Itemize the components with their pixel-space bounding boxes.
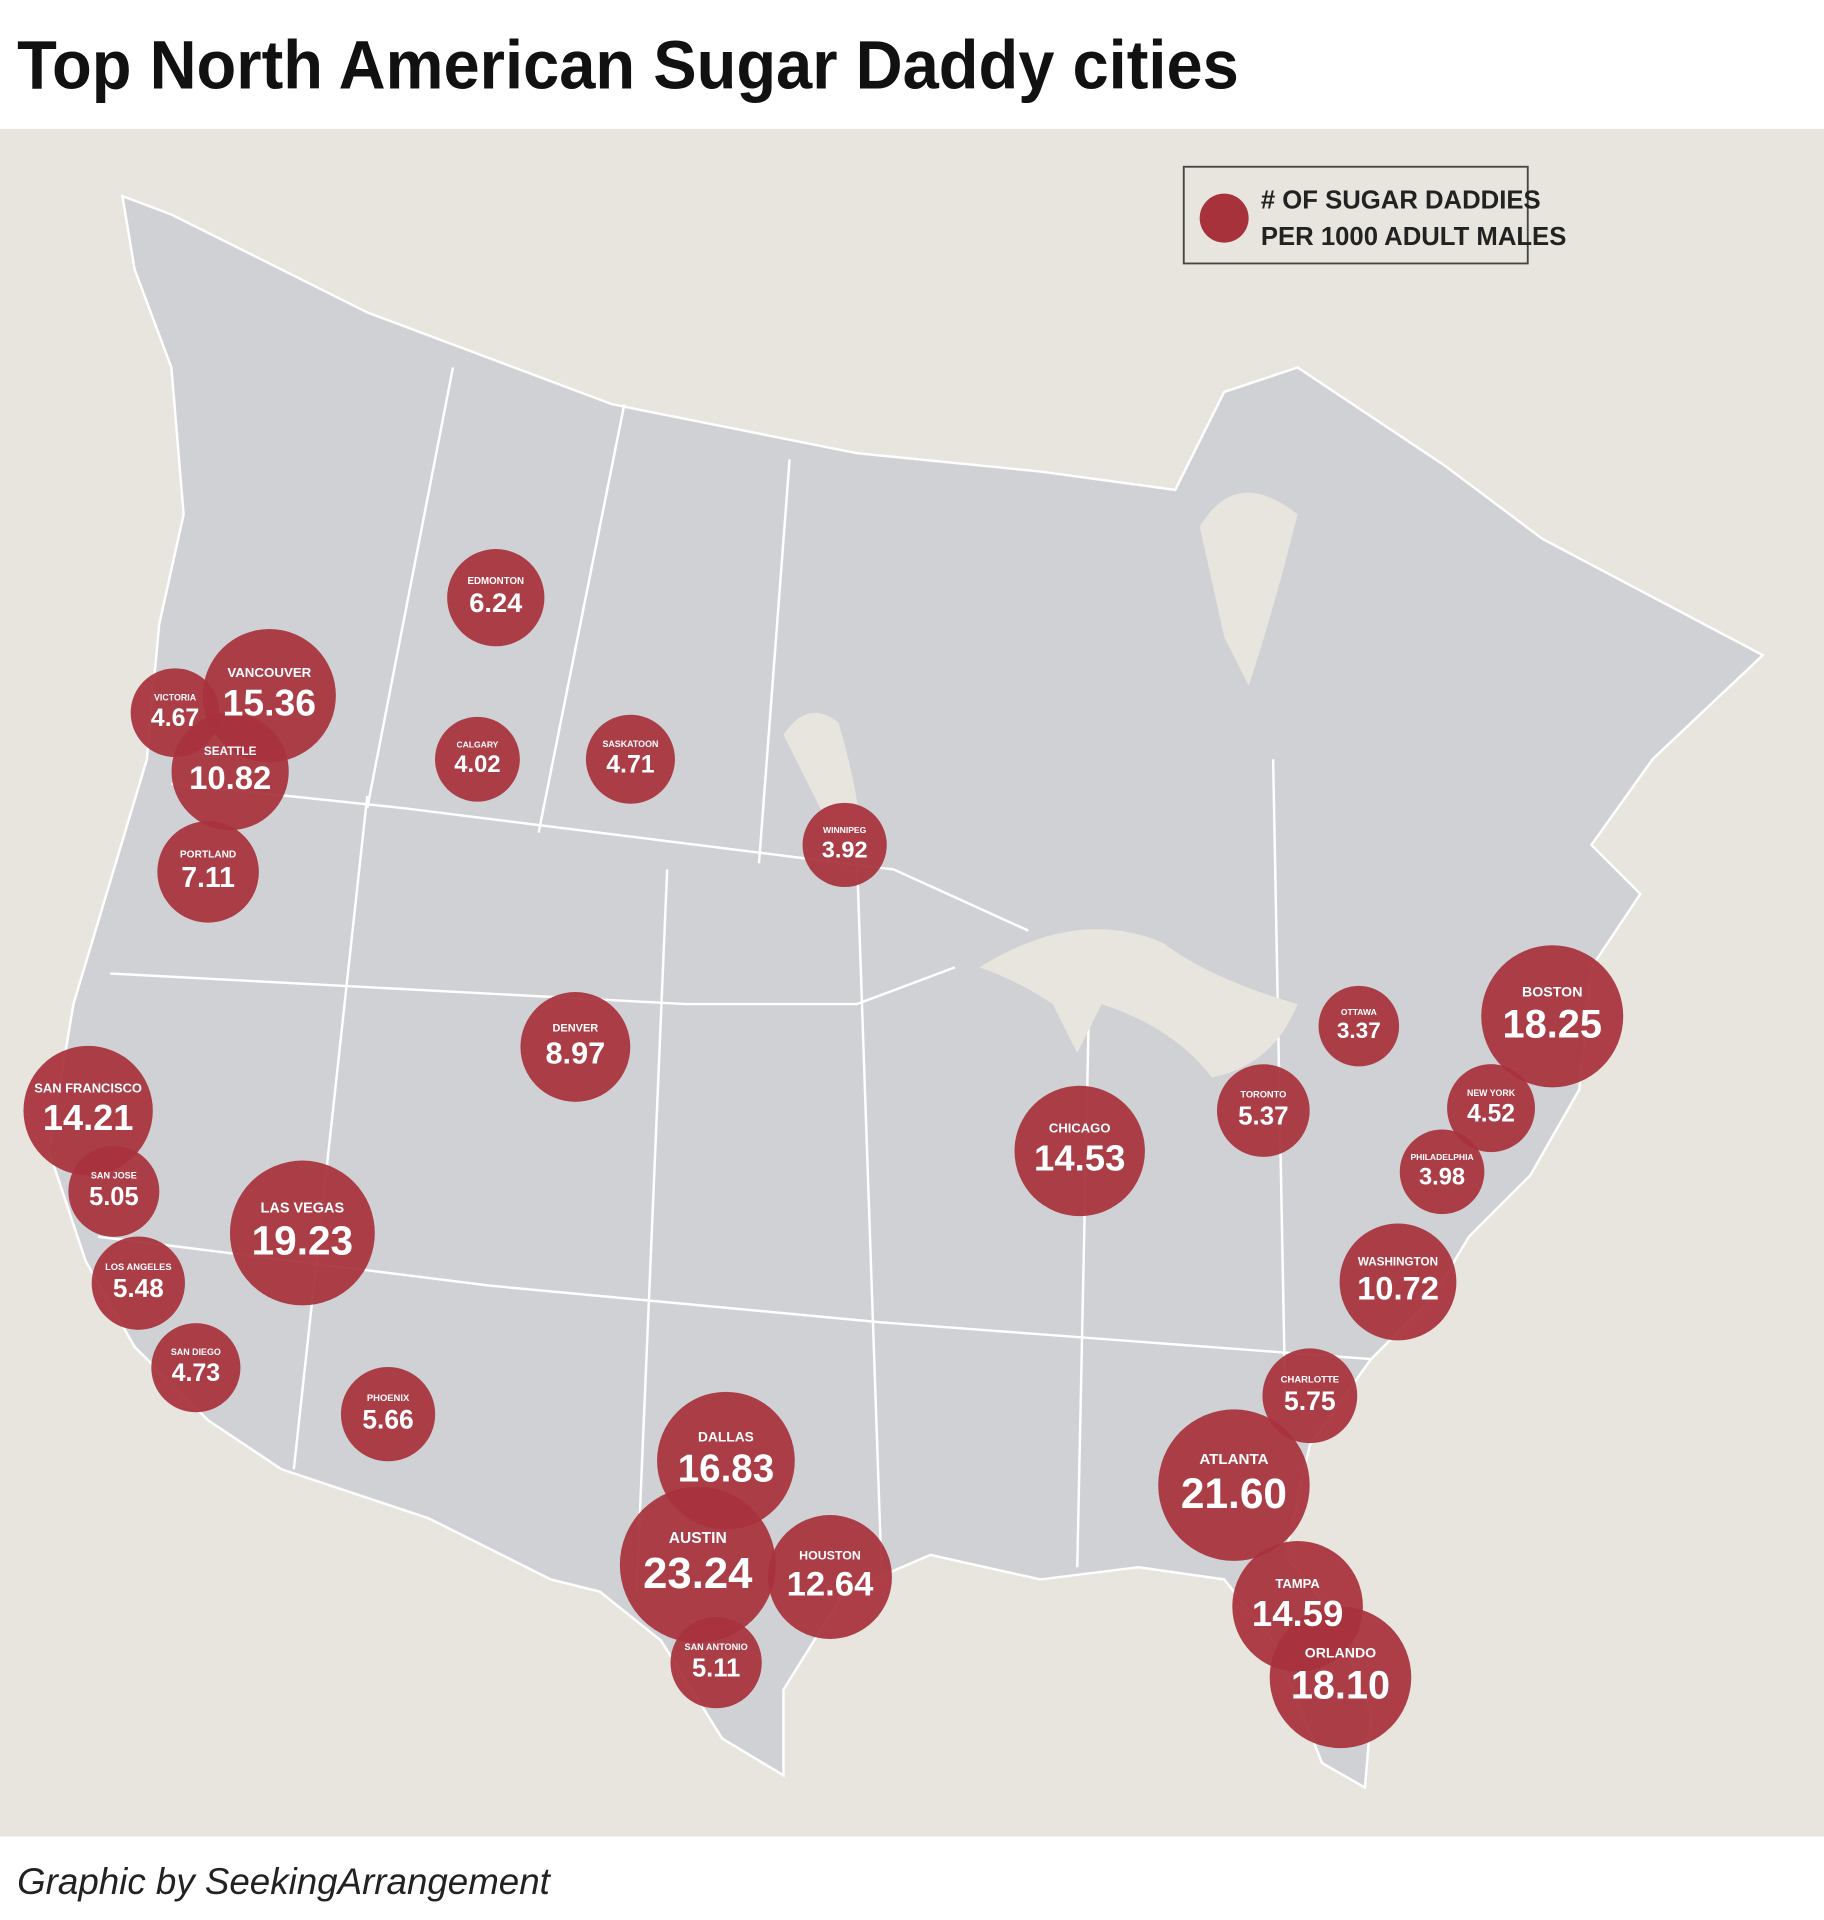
city-name: SAN FRANCISCO: [34, 1080, 142, 1095]
city-name: CHICAGO: [1049, 1121, 1111, 1136]
city-bubble: [151, 1323, 241, 1413]
city-bubble: [1399, 1129, 1485, 1215]
city-bubble: [1447, 1064, 1535, 1153]
city-value: 10.72: [1357, 1269, 1439, 1306]
city-value: 21.60: [1181, 1470, 1287, 1517]
city-value: 23.24: [643, 1550, 753, 1598]
city-value: 5.05: [89, 1183, 139, 1211]
city-value: 4.73: [172, 1359, 221, 1387]
city-name: DENVER: [552, 1023, 598, 1035]
city-bubble: [619, 1486, 776, 1643]
city-name: WASHINGTON: [1358, 1256, 1438, 1269]
city-bubble: [435, 716, 520, 802]
city-bubble: [1481, 945, 1624, 1088]
city-value: 14.59: [1252, 1593, 1343, 1634]
legend-text: PER 1000 ADULT MALES: [1261, 223, 1566, 251]
city-value: 8.97: [545, 1035, 605, 1070]
city-value: 14.21: [43, 1097, 134, 1138]
city-value: 3.98: [1419, 1164, 1465, 1190]
city-bubble: [1216, 1064, 1310, 1157]
city-value: 18.25: [1502, 1003, 1601, 1047]
city-name: BOSTON: [1522, 984, 1582, 1000]
city-name: ORLANDO: [1305, 1645, 1376, 1661]
city-value: 16.83: [678, 1447, 774, 1490]
city-bubble: [447, 549, 545, 647]
city-bubble: [91, 1236, 185, 1330]
city-name: SAN ANTONIO: [685, 1642, 748, 1652]
city-bubble: [670, 1617, 762, 1709]
city-name: ATLANTA: [1199, 1451, 1268, 1468]
city-name: DALLAS: [698, 1429, 754, 1444]
legend-swatch: [1199, 193, 1249, 243]
city-value: 14.53: [1034, 1138, 1125, 1179]
city-name: LAS VEGAS: [261, 1201, 345, 1217]
city-value: 6.24: [469, 587, 522, 618]
city-name: SAN DIEGO: [171, 1347, 221, 1357]
city-name: NEW YORK: [1467, 1088, 1516, 1098]
city-value: 10.82: [189, 759, 271, 796]
city-bubble: [1014, 1085, 1145, 1217]
city-bubble: [23, 1045, 153, 1176]
city-bubble: [1318, 985, 1400, 1067]
source-note: Graphic by SeekingArrangement: [17, 1861, 552, 1902]
city-value: 5.66: [362, 1404, 413, 1434]
city-name: VANCOUVER: [227, 665, 311, 680]
city-name: PHILADELPHIA: [1410, 1152, 1473, 1162]
city-value: 5.11: [692, 1654, 740, 1682]
city-name: EDMONTON: [468, 576, 525, 587]
city-name: PORTLAND: [180, 850, 236, 861]
city-bubble: [171, 712, 289, 831]
city-value: 4.52: [1467, 1100, 1515, 1127]
city-bubble: [1262, 1348, 1358, 1444]
city-name: VICTORIA: [154, 692, 197, 702]
lake: [783, 492, 1298, 1078]
city-name: SAN JOSE: [91, 1171, 137, 1181]
city-bubble: [157, 821, 259, 923]
city-value: 5.75: [1284, 1386, 1336, 1416]
city-value: 4.67: [151, 705, 199, 732]
city-bubble: [802, 802, 887, 888]
city-bubble: [68, 1145, 160, 1237]
city-bubble: [1158, 1409, 1310, 1561]
city-value: 12.64: [787, 1566, 875, 1604]
city-value: 15.36: [223, 682, 316, 724]
city-name: CHARLOTTE: [1281, 1375, 1339, 1386]
legend-text: # OF SUGAR DADDIES: [1261, 186, 1541, 214]
city-value: 4.02: [454, 751, 500, 778]
city-name: SEATTLE: [204, 745, 257, 758]
city-bubble: [1269, 1606, 1412, 1749]
city-value: 5.48: [113, 1273, 164, 1303]
city-name: TORONTO: [1240, 1090, 1286, 1100]
city-name: OTTAWA: [1341, 1007, 1377, 1017]
city-name: AUSTIN: [669, 1530, 727, 1547]
city-value: 18.10: [1291, 1664, 1390, 1708]
city-value: 19.23: [252, 1218, 353, 1264]
city-name: PHOENIX: [367, 1392, 410, 1403]
city-bubble: [768, 1515, 892, 1639]
city-bubble: [520, 992, 631, 1102]
city-name: WINNIPEG: [823, 825, 867, 835]
chart-title: Top North American Sugar Daddy cities: [17, 26, 1239, 103]
city-name: LOS ANGELES: [105, 1262, 172, 1272]
city-value: 3.37: [1337, 1018, 1381, 1043]
city-bubble: [340, 1367, 436, 1462]
city-value: 3.92: [822, 837, 868, 863]
city-bubble: [1339, 1223, 1457, 1341]
city-value: 5.37: [1238, 1102, 1288, 1130]
city-value: 7.11: [181, 862, 235, 894]
city-name: CALGARY: [456, 739, 498, 749]
city-name: SASKATOON: [602, 739, 658, 749]
city-value: 4.71: [606, 751, 655, 779]
city-bubble: [585, 714, 675, 804]
city-bubble: [229, 1160, 375, 1306]
city-name: HOUSTON: [799, 1549, 861, 1563]
city-name: TAMPA: [1275, 1576, 1320, 1591]
